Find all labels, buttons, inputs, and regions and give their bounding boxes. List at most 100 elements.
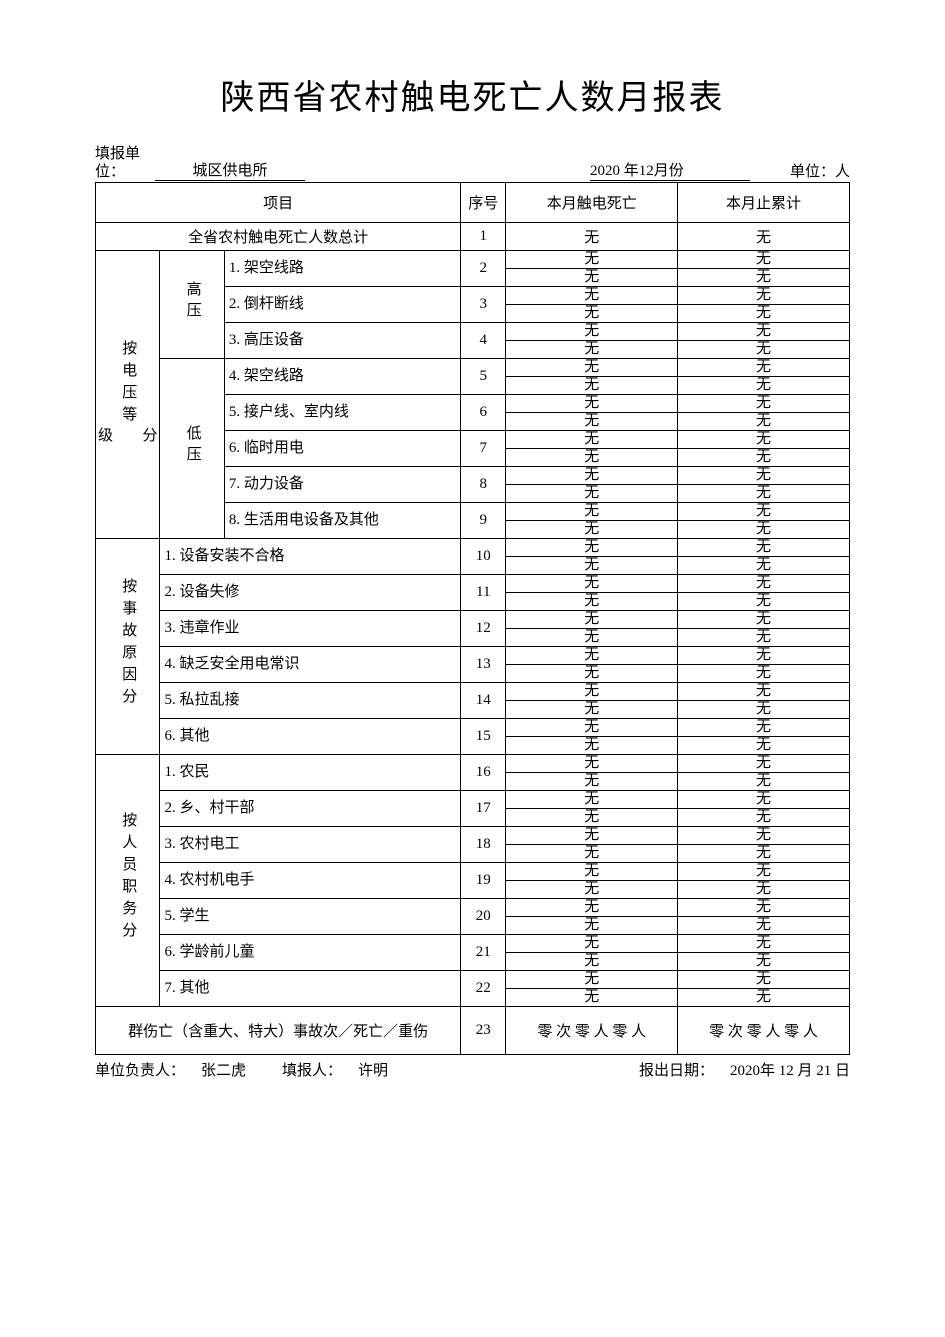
cell-value: 无 bbox=[678, 935, 850, 953]
cell-value: 无 bbox=[506, 971, 678, 989]
col-this-month: 本月触电死亡 bbox=[506, 183, 678, 223]
cell-value: 无 bbox=[506, 683, 678, 701]
cell-value: 无 bbox=[506, 413, 678, 431]
cell-value: 无 bbox=[506, 269, 678, 287]
unit-head-name: 张二虎 bbox=[201, 1059, 246, 1080]
item-seq: 13 bbox=[461, 647, 506, 683]
item-seq: 18 bbox=[461, 827, 506, 863]
item-seq: 4 bbox=[461, 323, 506, 359]
cell-value: 无 bbox=[678, 413, 850, 431]
mass-v1: 零 次 零 人 零 人 bbox=[506, 1007, 678, 1055]
item-name: 7. 其他 bbox=[160, 971, 461, 1007]
cell-value: 无 bbox=[678, 917, 850, 935]
cell-value: 无 bbox=[506, 863, 678, 881]
table-row: 3. 农村电工 18 无无 bbox=[96, 827, 850, 845]
cell-value: 无 bbox=[506, 377, 678, 395]
table-row: 5. 学生 20 无无 bbox=[96, 899, 850, 917]
item-name: 4. 缺乏安全用电常识 bbox=[160, 647, 461, 683]
item-name: 1. 设备安装不合格 bbox=[160, 539, 461, 575]
cell-value: 无 bbox=[506, 989, 678, 1007]
cell-value: 无 bbox=[678, 305, 850, 323]
cell-value: 无 bbox=[506, 287, 678, 305]
cell-value: 无 bbox=[678, 773, 850, 791]
cell-value: 无 bbox=[678, 683, 850, 701]
item-name: 1. 农民 bbox=[160, 755, 461, 791]
high-voltage-label: 高压 bbox=[160, 251, 224, 359]
cell-value: 无 bbox=[678, 809, 850, 827]
table-row: 按电压等 级 分 高压 1. 架空线路 2 无 无 bbox=[96, 251, 850, 269]
total-row: 全省农村触电死亡人数总计 1 无 无 bbox=[96, 223, 850, 251]
item-name: 5. 学生 bbox=[160, 899, 461, 935]
cell-value: 无 bbox=[506, 773, 678, 791]
voltage-label-top: 按电压等 bbox=[119, 340, 136, 428]
cell-value: 无 bbox=[506, 359, 678, 377]
voltage-category-cell: 按电压等 级 分 bbox=[96, 251, 160, 539]
table-row: 5. 私拉乱接 14 无无 bbox=[96, 683, 850, 701]
cell-value: 无 bbox=[506, 485, 678, 503]
item-seq: 19 bbox=[461, 863, 506, 899]
cause-category-cell: 按事故原因分 bbox=[96, 539, 160, 755]
table-header-row: 项目 序号 本月触电死亡 本月止累计 bbox=[96, 183, 850, 223]
item-seq: 14 bbox=[461, 683, 506, 719]
col-seq: 序号 bbox=[461, 183, 506, 223]
cell-value: 无 bbox=[678, 737, 850, 755]
cell-value: 无 bbox=[506, 629, 678, 647]
cell-value: 无 bbox=[506, 431, 678, 449]
cell-value: 无 bbox=[678, 431, 850, 449]
cell-value: 无 bbox=[506, 611, 678, 629]
voltage-label-br: 分 bbox=[128, 428, 160, 449]
item-seq: 8 bbox=[461, 467, 506, 503]
cell-value: 无 bbox=[506, 395, 678, 413]
mass-seq: 23 bbox=[461, 1007, 506, 1055]
col-project: 项目 bbox=[96, 183, 461, 223]
item-name: 5. 接户线、室内线 bbox=[224, 395, 460, 431]
filler-label: 填报人： bbox=[282, 1059, 342, 1080]
low-voltage-label: 低压 bbox=[160, 359, 224, 539]
table-row: 2. 设备失修 11 无无 bbox=[96, 575, 850, 593]
footer-info: 单位负责人： 张二虎 填报人： 许明 报出日期： 2020年 12 月 21 日 bbox=[95, 1059, 850, 1080]
item-name: 8. 生活用电设备及其他 bbox=[224, 503, 460, 539]
cell-value: 无 bbox=[678, 953, 850, 971]
cell-value: 无 bbox=[506, 755, 678, 773]
cell-value: 无 bbox=[678, 629, 850, 647]
cell-value: 无 bbox=[678, 269, 850, 287]
mass-label: 群伤亡（含重大、特大）事故次／死亡／重伤 bbox=[96, 1007, 461, 1055]
item-seq: 17 bbox=[461, 791, 506, 827]
report-date-label: 报出日期： bbox=[639, 1059, 714, 1080]
cell-value: 无 bbox=[678, 791, 850, 809]
cell-value: 无 bbox=[506, 845, 678, 863]
table-row: 6. 学龄前儿童 21 无无 bbox=[96, 935, 850, 953]
item-seq: 6 bbox=[461, 395, 506, 431]
cell-value: 无 bbox=[678, 989, 850, 1007]
voltage-label-bl: 级 bbox=[96, 428, 128, 449]
item-seq: 3 bbox=[461, 287, 506, 323]
cell-value: 无 bbox=[678, 863, 850, 881]
cell-value: 无 bbox=[506, 917, 678, 935]
item-name: 5. 私拉乱接 bbox=[160, 683, 461, 719]
item-seq: 10 bbox=[461, 539, 506, 575]
cell-value: 无 bbox=[506, 665, 678, 683]
cell-value: 无 bbox=[506, 503, 678, 521]
period-value: 2020 年12月份 bbox=[590, 159, 750, 181]
reporting-unit-value: 城区供电所 bbox=[155, 159, 305, 181]
cell-value: 无 bbox=[506, 737, 678, 755]
cell-value: 无 bbox=[678, 593, 850, 611]
item-name: 2. 设备失修 bbox=[160, 575, 461, 611]
item-seq: 16 bbox=[461, 755, 506, 791]
cell-value: 无 bbox=[678, 323, 850, 341]
cell-value: 无 bbox=[506, 809, 678, 827]
item-seq: 9 bbox=[461, 503, 506, 539]
cell-value: 无 bbox=[678, 755, 850, 773]
cell-value: 无 bbox=[678, 701, 850, 719]
cell-value: 无 bbox=[678, 575, 850, 593]
cell-value: 无 bbox=[506, 341, 678, 359]
cell-value: 无 bbox=[506, 647, 678, 665]
cell-value: 无 bbox=[506, 557, 678, 575]
cell-value: 无 bbox=[678, 899, 850, 917]
cell-value: 无 bbox=[678, 539, 850, 557]
item-name: 7. 动力设备 bbox=[224, 467, 460, 503]
item-name: 3. 违章作业 bbox=[160, 611, 461, 647]
cell-value: 无 bbox=[678, 881, 850, 899]
total-v2: 无 bbox=[678, 223, 850, 251]
cell-value: 无 bbox=[678, 647, 850, 665]
